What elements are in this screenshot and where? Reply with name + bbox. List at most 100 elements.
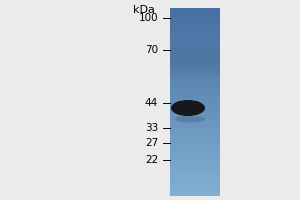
Bar (170, 51, 220, 52)
Bar (170, 150, 220, 151)
Bar (170, 181, 220, 182)
Bar (170, 162, 220, 163)
Bar (170, 92, 220, 93)
Bar (170, 44, 220, 45)
Bar (170, 167, 220, 168)
Bar (170, 52, 220, 53)
Bar (170, 57, 220, 58)
Bar (170, 54, 220, 55)
Bar (170, 38, 220, 39)
Bar (170, 186, 220, 187)
Bar (170, 69, 220, 70)
Bar (170, 169, 220, 170)
Bar (170, 140, 220, 141)
Bar (170, 63, 220, 64)
Bar (170, 135, 220, 136)
Bar (170, 58, 220, 59)
Bar (170, 147, 220, 148)
Bar (170, 175, 220, 176)
Bar (170, 74, 220, 75)
Bar (170, 12, 220, 13)
Bar (170, 111, 220, 112)
Bar (170, 176, 220, 177)
Text: 27: 27 (145, 138, 158, 148)
Bar (170, 137, 220, 138)
Bar (170, 98, 220, 99)
Bar (170, 142, 220, 143)
Bar (170, 101, 220, 102)
Bar (170, 68, 220, 69)
Bar (170, 193, 220, 194)
Bar (170, 60, 220, 61)
Bar (170, 45, 220, 46)
Bar (170, 158, 220, 159)
Bar (170, 123, 220, 124)
Bar (170, 148, 220, 149)
Bar (170, 143, 220, 144)
Bar (170, 136, 220, 137)
Bar (170, 153, 220, 154)
Bar (170, 25, 220, 26)
Bar (170, 8, 220, 9)
Bar (170, 52, 220, 53)
Bar (170, 131, 220, 132)
Bar (170, 108, 220, 109)
Text: 22: 22 (145, 155, 158, 165)
Bar (170, 71, 220, 72)
Bar (170, 182, 220, 183)
Bar (170, 56, 220, 57)
Bar (170, 151, 220, 152)
Bar (170, 61, 220, 62)
Bar (170, 77, 220, 78)
Bar (170, 66, 220, 67)
Bar (170, 104, 220, 105)
Bar (170, 171, 220, 172)
Bar (170, 174, 220, 175)
Bar (170, 172, 220, 173)
Bar (170, 49, 220, 50)
Bar (170, 45, 220, 46)
Bar (170, 63, 220, 64)
Bar (170, 46, 220, 47)
Bar (170, 125, 220, 126)
Bar (170, 127, 220, 128)
Bar (170, 87, 220, 88)
Bar (170, 94, 220, 95)
Bar (170, 185, 220, 186)
Text: kDa: kDa (133, 5, 155, 15)
Bar (170, 114, 220, 115)
Bar (170, 194, 220, 195)
Bar (170, 166, 220, 167)
Bar (170, 27, 220, 28)
Bar (170, 17, 220, 18)
Bar (170, 73, 220, 74)
Bar (170, 53, 220, 54)
Bar (170, 91, 220, 92)
Bar (170, 187, 220, 188)
Bar (170, 47, 220, 48)
Bar (170, 18, 220, 19)
Bar (170, 90, 220, 91)
Bar (170, 144, 220, 145)
Bar (170, 132, 220, 133)
Bar (170, 190, 220, 191)
Bar (170, 50, 220, 51)
Bar (170, 177, 220, 178)
Bar (170, 64, 220, 65)
Bar (170, 159, 220, 160)
Text: 70: 70 (145, 45, 158, 55)
Bar (170, 138, 220, 139)
Bar (170, 129, 220, 130)
Bar (170, 67, 220, 68)
Bar (170, 62, 220, 63)
Bar (170, 68, 220, 69)
Bar (170, 164, 220, 165)
Bar (170, 107, 220, 108)
Bar (170, 97, 220, 98)
Bar (170, 59, 220, 60)
Bar (170, 122, 220, 123)
Text: 44: 44 (145, 98, 158, 108)
Bar (170, 65, 220, 66)
Bar (170, 56, 220, 57)
Bar (170, 134, 220, 135)
